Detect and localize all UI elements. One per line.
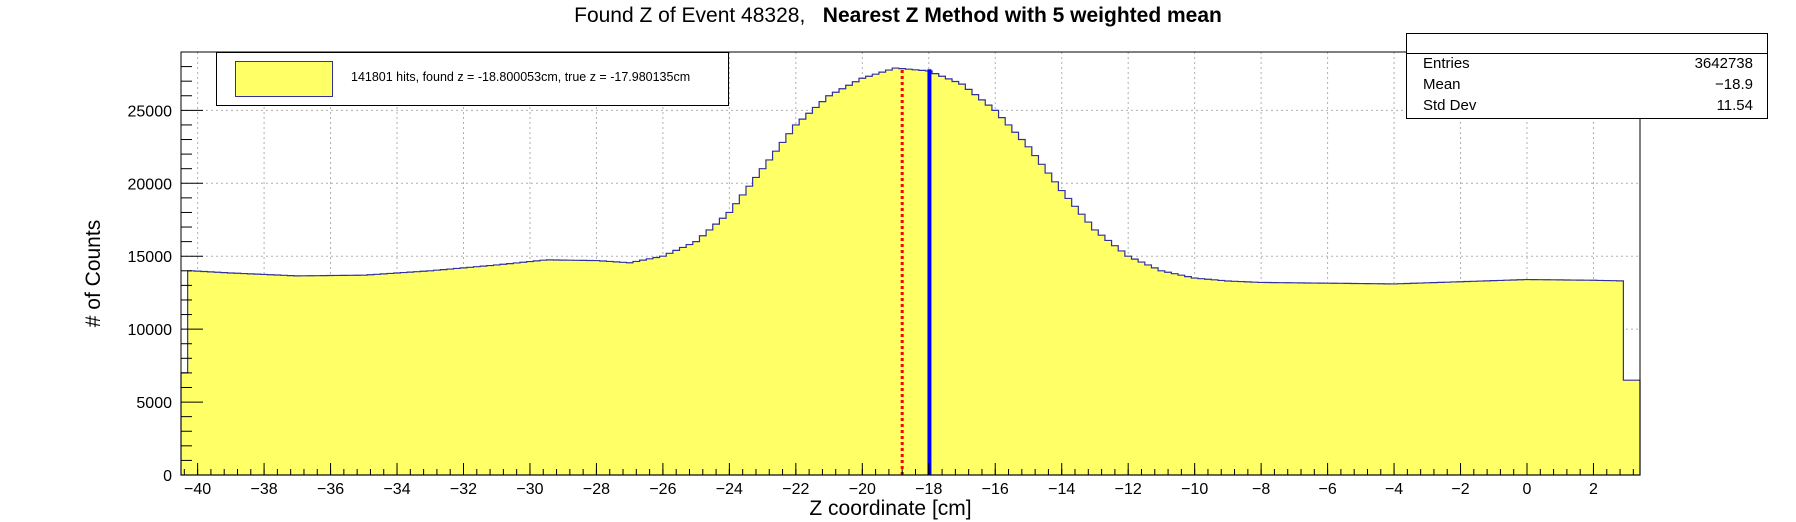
x-tick-label: −28	[583, 481, 610, 498]
histogram-fill	[181, 68, 1640, 475]
x-tick-label: −34	[383, 481, 410, 498]
stats-row-entries: Entries 3642738	[1407, 54, 1767, 74]
x-tick-label: −40	[184, 481, 211, 498]
x-tick-label: −12	[1115, 481, 1142, 498]
axis-ticks	[181, 51, 1634, 476]
x-tick-label: −8	[1252, 481, 1270, 498]
x-tick-label: −6	[1318, 481, 1336, 498]
y-axis-title: # of Counts	[82, 220, 105, 327]
stat-value: 3642738	[1694, 55, 1753, 72]
stats-box: Entries 3642738 Mean −18.9 Std Dev 11.54	[1406, 33, 1768, 119]
x-tick-label: −14	[1048, 481, 1075, 498]
axis-tick-labels: −40 −38 −36 −34 −32 −30 −28 −26 −24 −22 −20 −18 −16−…	[128, 103, 1599, 498]
x-tick-label: −24	[716, 481, 743, 498]
x-axis-title: Z coordinate [cm]	[809, 497, 971, 520]
stat-name: Mean	[1423, 76, 1461, 93]
stats-row-mean: Mean −18.9	[1407, 75, 1767, 95]
chart-title: Found Z of Event 48328, Nearest Z Method…	[0, 4, 1796, 28]
x-tick-label: −16	[982, 481, 1009, 498]
x-tick-label: 0	[1523, 481, 1532, 498]
plot-frame	[180, 51, 1641, 476]
legend: 141801 hits, found z = -18.800053cm, tru…	[216, 52, 729, 106]
stat-name: Std Dev	[1423, 97, 1477, 114]
x-tick-label: −36	[317, 481, 344, 498]
y-tick-label: 5000	[136, 395, 172, 412]
legend-swatch	[235, 61, 333, 97]
x-tick-label: −4	[1385, 481, 1403, 498]
stat-value: −18.9	[1715, 76, 1753, 93]
x-tick-label: 2	[1589, 481, 1598, 498]
title-main: Found Z of Event 48328,	[574, 4, 806, 27]
x-tick-label: −2	[1451, 481, 1469, 498]
y-tick-label: 25000	[128, 103, 173, 120]
x-tick-label: −26	[649, 481, 676, 498]
y-tick-label: 0	[163, 468, 172, 485]
x-tick-label: −18	[915, 481, 942, 498]
x-tick-label: −32	[450, 481, 477, 498]
title-bold: Nearest Z Method with 5 weighted mean	[822, 4, 1222, 27]
stat-name: Entries	[1423, 55, 1470, 72]
stat-value: 11.54	[1716, 97, 1753, 114]
x-tick-label: −30	[516, 481, 543, 498]
x-tick-label: −38	[251, 481, 278, 498]
stats-header	[1407, 34, 1767, 54]
x-tick-label: −10	[1181, 481, 1208, 498]
x-tick-label: −20	[849, 481, 876, 498]
y-tick-label: 15000	[128, 249, 173, 266]
histogram-outline	[180, 67, 1641, 476]
y-tick-label: 20000	[128, 176, 173, 193]
x-tick-label: −22	[782, 481, 809, 498]
y-tick-label: 10000	[128, 322, 173, 339]
legend-label: 141801 hits, found z = -18.800053cm, tru…	[351, 70, 691, 84]
stats-row-stddev: Std Dev 11.54	[1407, 96, 1767, 116]
